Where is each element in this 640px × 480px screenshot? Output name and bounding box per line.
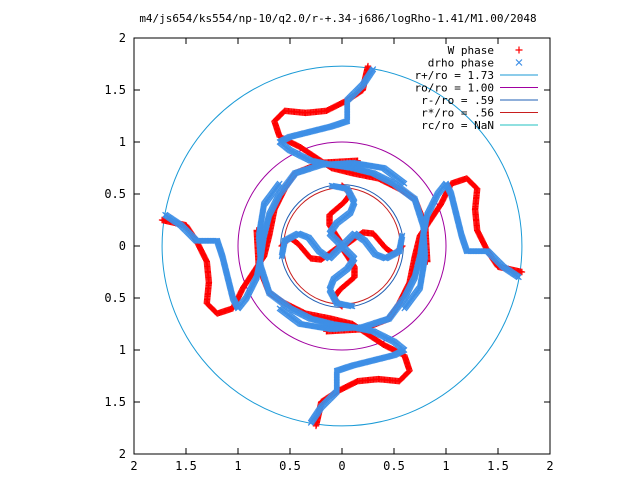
drho-phase-point (162, 211, 169, 218)
w-phase-point (158, 216, 166, 224)
x-tick-label: 2 (130, 459, 137, 473)
axis-layer: 2 1.5 1 0.5 0 0.5 1 1.5 221.510.500.511.52 (104, 31, 553, 473)
drho-phase-point (349, 303, 356, 310)
drho-phase-point (307, 419, 314, 426)
drho-phase-point (329, 182, 336, 189)
reference-circle (161, 65, 523, 427)
legend-label: drho phase (428, 57, 494, 70)
x-tick-label: 1 (234, 459, 241, 473)
y-tick-label: 1 (119, 343, 126, 357)
y-tick-label: 1 (119, 135, 126, 149)
drho-phase-series (162, 66, 522, 426)
x-tick-label: 2 (546, 459, 553, 473)
drho-phase-point (515, 274, 522, 281)
legend-marker (515, 59, 523, 66)
x-tick-label: 0 (338, 459, 345, 473)
w-phase-point (364, 62, 372, 70)
y-tick-label: 1.5 (104, 83, 126, 97)
drho-phase-point (399, 232, 406, 239)
drho-phase-point (278, 252, 285, 259)
y-tick-label: 0.5 (104, 187, 126, 201)
legend-label: ro/ro = 1.00 (415, 82, 494, 95)
legend-label: W phase (448, 44, 494, 57)
y-tick-label: 1.5 (104, 395, 126, 409)
legend-label: r-/ro = .59 (421, 94, 494, 107)
y-tick-label: 0.5 (104, 291, 126, 305)
drho-phase-point (278, 253, 285, 260)
drho-phase-point (328, 182, 335, 189)
legend-label: r*/ro = .56 (421, 107, 494, 120)
x-tick-label: 1.5 (487, 459, 509, 473)
x-tick-label: 0.5 (279, 459, 301, 473)
y-tick-label: 2 (119, 447, 126, 461)
w-phase-point (518, 268, 526, 276)
legend-label: rc/ro = NaN (421, 119, 494, 132)
drho-phase-point (399, 233, 406, 240)
drho-phase-point (370, 66, 377, 73)
chart-title: m4/js654/ks554/np-10/q2.0/r-+.34-j686/lo… (139, 12, 536, 25)
legend-label: r+/ro = 1.73 (415, 69, 494, 82)
data-layer (158, 62, 526, 430)
reference-circle (237, 141, 447, 351)
x-tick-label: 1 (442, 459, 449, 473)
x-tick-label: 1.5 (175, 459, 197, 473)
legend-marker (515, 46, 523, 54)
x-tick-label: 0.5 (383, 459, 405, 473)
drho-phase-point (348, 303, 355, 310)
w-phase-point (312, 422, 320, 430)
y-tick-label: 0 (119, 239, 126, 253)
y-tick-label: 2 (119, 31, 126, 45)
